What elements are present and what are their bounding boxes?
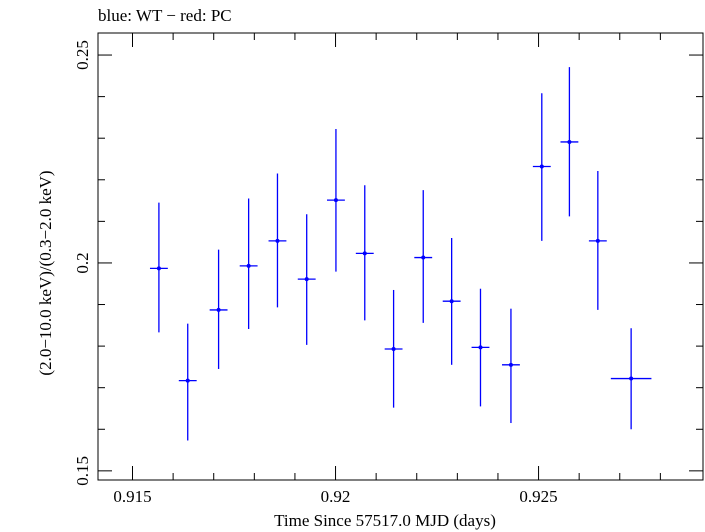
data-point bbox=[327, 129, 345, 272]
data-point bbox=[149, 202, 168, 333]
data-point bbox=[239, 198, 258, 330]
chart-title: blue: WT − red: PC bbox=[98, 6, 232, 25]
data-point-marker bbox=[362, 251, 367, 256]
data-point-marker bbox=[508, 362, 513, 367]
data-point-marker bbox=[304, 277, 309, 282]
data-point-marker bbox=[421, 255, 426, 260]
data-point bbox=[178, 323, 197, 441]
data-point-marker bbox=[539, 164, 544, 169]
y-axis-title: (2.0−10.0 keV)/(0.3−2.0 keV) bbox=[36, 170, 55, 375]
plot-frame bbox=[97, 32, 704, 481]
data-point bbox=[355, 185, 374, 321]
data-points bbox=[149, 67, 652, 441]
x-tick-label: 0.915 bbox=[113, 487, 151, 506]
data-point-marker bbox=[595, 238, 600, 243]
data-point bbox=[610, 328, 652, 430]
data-point bbox=[297, 214, 316, 345]
data-point-marker bbox=[567, 139, 572, 144]
data-point bbox=[532, 93, 551, 241]
y-tick-label: 0.2 bbox=[73, 252, 92, 273]
data-point-marker bbox=[275, 238, 280, 243]
data-point bbox=[502, 308, 520, 424]
data-point-marker bbox=[216, 307, 221, 312]
data-point bbox=[209, 249, 228, 369]
data-point bbox=[384, 289, 403, 408]
data-point-marker bbox=[185, 378, 190, 383]
x-tick-label: 0.925 bbox=[519, 487, 557, 506]
data-point-marker bbox=[629, 376, 634, 381]
axis-ticks bbox=[98, 33, 703, 480]
data-point bbox=[268, 173, 287, 308]
data-point bbox=[414, 190, 433, 323]
data-point-marker bbox=[246, 263, 251, 268]
data-point bbox=[588, 171, 607, 310]
y-tick-label: 0.25 bbox=[73, 40, 92, 70]
axis-tick-labels: 0.915 0.92 0.925 0.15 0.2 0.25 bbox=[73, 40, 558, 506]
data-point bbox=[471, 288, 490, 407]
data-point-marker bbox=[156, 266, 161, 271]
data-point-marker bbox=[333, 198, 338, 203]
x-tick-label: 0.92 bbox=[321, 487, 351, 506]
data-point-marker bbox=[449, 299, 454, 304]
x-axis-title: Time Since 57517.0 MJD (days) bbox=[274, 511, 496, 530]
data-point-marker bbox=[391, 347, 396, 352]
data-point-marker bbox=[478, 345, 483, 350]
y-tick-label: 0.15 bbox=[73, 456, 92, 486]
data-point bbox=[442, 237, 461, 365]
data-point bbox=[560, 67, 579, 217]
